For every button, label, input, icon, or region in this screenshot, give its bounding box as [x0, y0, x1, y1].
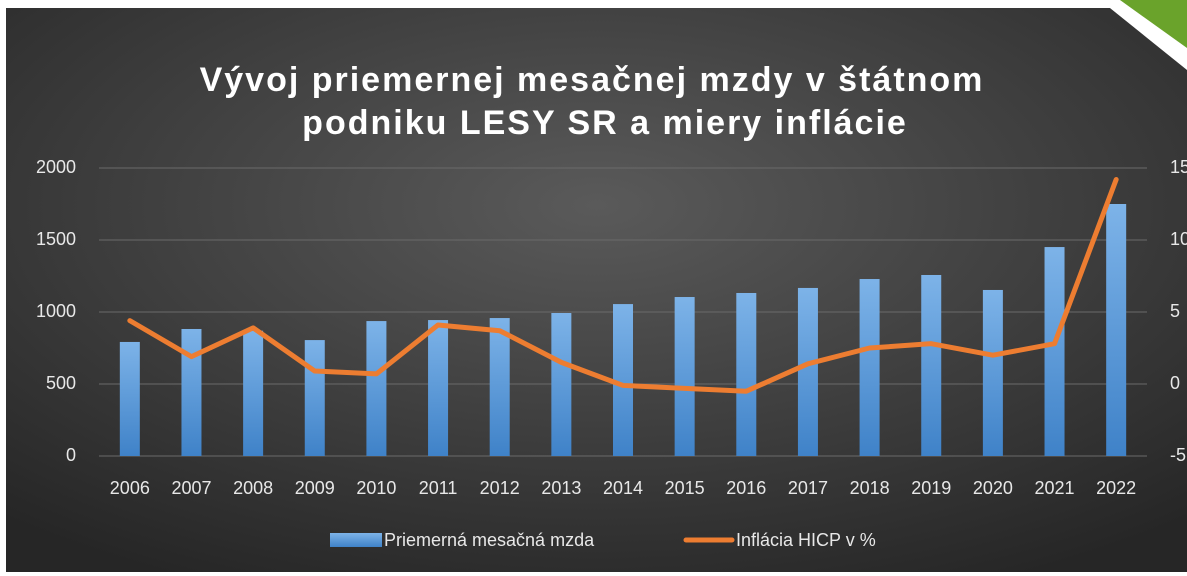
bar [181, 328, 202, 456]
bar [921, 274, 942, 456]
legend-label: Priemerná mesačná mzda [384, 530, 595, 550]
decoration [1120, 0, 1187, 48]
bar [428, 320, 449, 456]
x-tick-label: 2006 [110, 478, 150, 498]
bar [797, 287, 818, 456]
x-tick-label: 2012 [480, 478, 520, 498]
bar [1044, 247, 1065, 456]
x-tick-label: 2022 [1096, 478, 1136, 498]
bar [736, 292, 757, 456]
y2-tick-label: 0 [1170, 373, 1180, 393]
y2-tick-label: -5 [1170, 445, 1186, 465]
y2-tick-label: 10 [1170, 229, 1187, 249]
bar [674, 297, 695, 456]
bar [304, 340, 325, 456]
x-tick-label: 2010 [356, 478, 396, 498]
bar [982, 289, 1003, 456]
chart-title: podniku LESY SR a miery inflácie [302, 104, 908, 142]
y2-tick-label: 5 [1170, 301, 1180, 321]
bar [119, 341, 140, 456]
x-tick-label: 2009 [295, 478, 335, 498]
legend-label: Inflácia HICP v % [736, 530, 876, 550]
chart-title: Vývoj priemernej mesačnej mzdy v štátnom [200, 61, 985, 99]
bar [366, 321, 387, 456]
x-tick-label: 2013 [541, 478, 581, 498]
bar [551, 313, 572, 456]
bar [489, 318, 510, 456]
y-tick-label: 1000 [36, 301, 76, 321]
x-tick-label: 2015 [665, 478, 705, 498]
x-tick-label: 2008 [233, 478, 273, 498]
x-tick-label: 2021 [1035, 478, 1075, 498]
bar [1106, 204, 1127, 456]
x-tick-label: 2020 [973, 478, 1013, 498]
y-tick-label: 500 [46, 373, 76, 393]
x-tick-label: 2017 [788, 478, 828, 498]
line [127, 177, 1119, 394]
y-tick-label: 2000 [36, 157, 76, 177]
x-tick-label: 2007 [171, 478, 211, 498]
bar [859, 279, 880, 456]
y2-tick-label: 15 [1170, 157, 1187, 177]
x-tick-label: 2018 [850, 478, 890, 498]
x-tick-label: 2016 [726, 478, 766, 498]
x-tick-label: 2014 [603, 478, 643, 498]
bar [613, 304, 633, 456]
y-tick-label: 0 [66, 445, 76, 465]
legend-swatch [330, 533, 382, 547]
y-tick-label: 1500 [36, 229, 76, 249]
x-tick-label: 2011 [419, 478, 458, 498]
bar [243, 330, 264, 456]
x-tick-label: 2019 [911, 478, 951, 498]
